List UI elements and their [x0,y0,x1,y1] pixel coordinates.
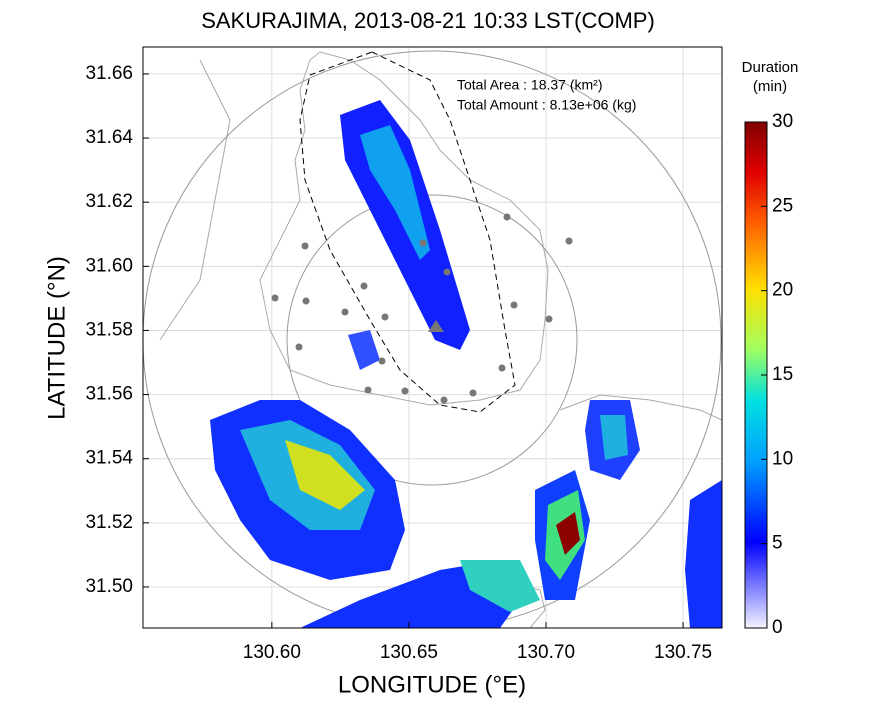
y-tick-label: 31.52 [85,512,133,533]
range-ring [286,194,578,486]
dashed-contour [299,51,516,413]
y-tick-label: 31.56 [85,384,133,405]
title: SAKURAJIMA, 2013-08-21 10:33 LST(COMP) [201,8,655,33]
plot-frame [142,46,723,629]
colorbar-tick-label: 25 [772,195,793,216]
y-tick-label: 31.66 [85,63,133,84]
y-tick-label: 31.58 [85,319,133,340]
colorbar-tick-label: 15 [772,364,793,385]
x-tick-label: 130.65 [380,642,438,663]
echo-areas [210,100,722,628]
stations [271,213,573,404]
x-tick-label: 130.60 [243,642,301,663]
y-tick-label: 31.54 [85,448,133,469]
x-tick-label: 130.75 [654,642,712,663]
annotation: Total Amount : 8.13e+06 (kg) [457,97,636,113]
x-axis-label: LONGITUDE (°E) [338,671,526,698]
colorbar-tick-label: 20 [772,280,793,301]
y-axis-label: LATITUDE (°N) [43,256,70,420]
y-tick-label: 31.62 [85,191,133,212]
colorbar-tick-label: 10 [772,448,793,469]
y-tick-label: 31.60 [85,255,133,276]
colorbar-title: Duration [742,59,799,76]
annotation: Total Area : 18.37 (km²) [457,77,603,93]
range-ring [143,50,722,628]
map-layer [143,50,722,628]
colorbar-tick-label: 0 [772,617,783,638]
colorbar-tick-label: 5 [772,533,783,554]
colorbar-title: (min) [753,78,787,95]
y-tick-label: 31.64 [85,127,133,148]
colorbar-tick-label: 30 [772,111,793,132]
x-tick-label: 130.70 [517,642,575,663]
y-tick-label: 31.50 [85,576,133,597]
